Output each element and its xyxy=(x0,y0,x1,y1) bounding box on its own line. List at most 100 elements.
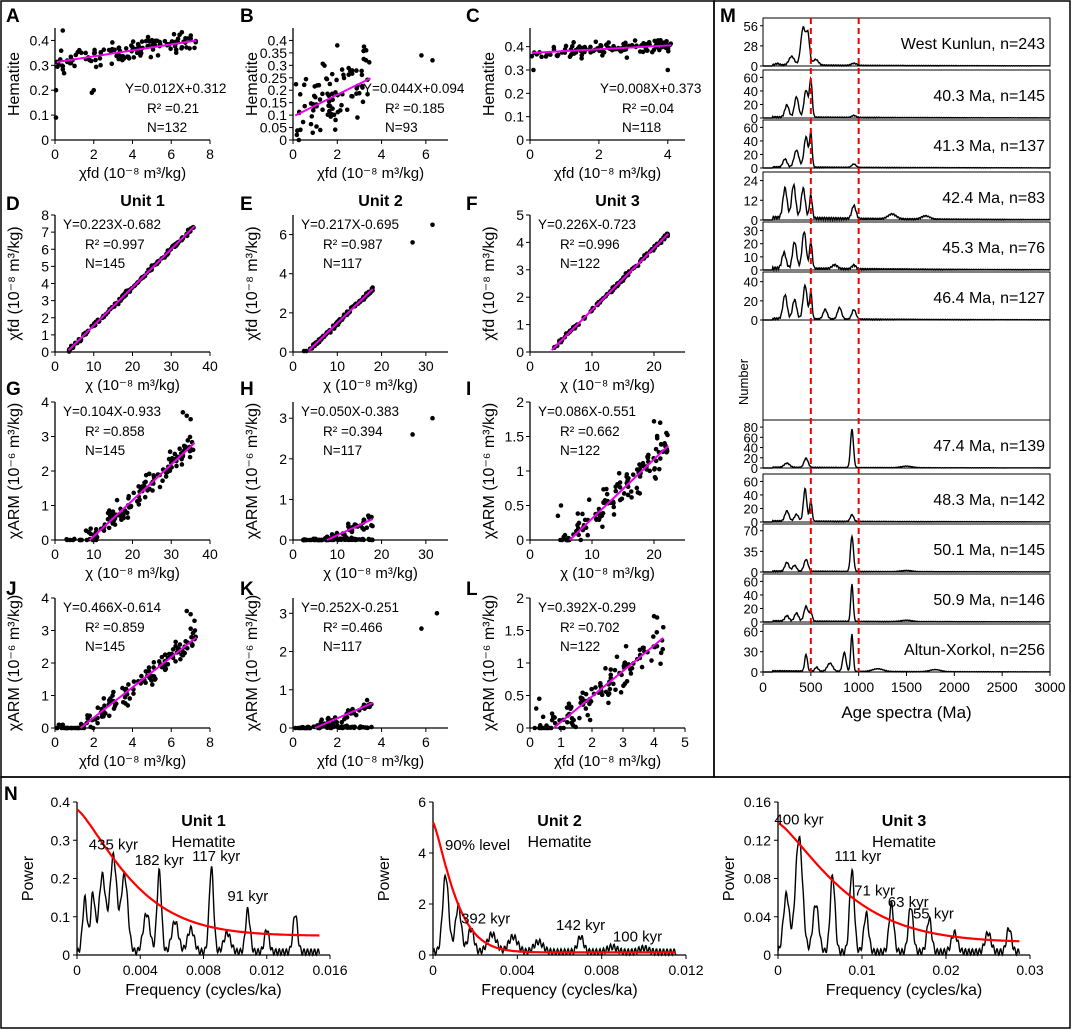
data-point xyxy=(95,720,100,726)
y-tick-label: 2 xyxy=(279,644,287,660)
data-point xyxy=(53,87,59,93)
data-point xyxy=(320,61,326,67)
y-axis-label: χARM (10⁻⁶ m³/kg) xyxy=(244,403,261,539)
data-point xyxy=(658,650,664,656)
y-axis-label-text: χARM (10⁻⁶ m³/kg) xyxy=(481,595,498,731)
period-label: 435 kyr xyxy=(89,837,138,854)
data-point xyxy=(586,497,592,503)
data-point xyxy=(296,137,302,143)
scatter-panel-G: 0 10 20 30 40 0 1 2 3 4 Gχ (10⁻⁸ m³/kg) χARM (10⁻⁶ … xyxy=(6,379,218,582)
data-point xyxy=(192,618,197,624)
x-tick-label: 4 xyxy=(129,146,137,162)
y-tick-label: 1 xyxy=(279,682,287,698)
data-point xyxy=(612,667,618,673)
data-point xyxy=(184,608,190,614)
y-tick-label: 0.4 xyxy=(268,32,288,48)
data-point xyxy=(320,107,325,112)
data-point xyxy=(327,725,333,731)
r-squared: R² =0.04 xyxy=(622,101,675,116)
period-label: 111 kyr xyxy=(834,848,881,865)
data-point xyxy=(593,39,599,45)
data-point xyxy=(331,112,337,118)
panel-frame-bottom xyxy=(0,776,1071,1029)
data-point xyxy=(66,349,72,354)
data-point xyxy=(149,678,154,683)
fit-line xyxy=(307,288,374,352)
y-tick-label: 60 xyxy=(744,430,758,445)
data-point xyxy=(58,48,64,54)
period-label: 91 kyr xyxy=(227,888,268,905)
data-point xyxy=(135,41,141,47)
y-tick-label: 0 xyxy=(516,344,524,360)
x-tick-label: 4 xyxy=(650,734,658,750)
data-point xyxy=(170,647,176,652)
x-axis-label-text: χ (10⁻⁸ m³/kg) xyxy=(85,565,180,582)
data-point xyxy=(326,103,331,109)
y-tick-label: 60 xyxy=(744,624,758,639)
spectrum-label: 46.4 Ma, n=127 xyxy=(933,290,1045,307)
sample-count: N=117 xyxy=(323,256,362,271)
x-tick-label: 0 xyxy=(429,962,437,978)
data-point xyxy=(155,53,161,58)
y-tick-label: 0.2 xyxy=(268,82,288,98)
x-axis-label: Frequency (cycles/ka) xyxy=(826,982,983,999)
y-tick-label: 0 xyxy=(751,213,758,228)
y-tick-label: 1 xyxy=(41,327,49,343)
data-point xyxy=(136,484,141,489)
power-line xyxy=(777,835,1021,957)
data-point xyxy=(583,706,589,711)
data-point xyxy=(430,415,435,421)
data-point xyxy=(625,492,631,498)
data-point xyxy=(361,517,367,523)
r-squared: R² =0.702 xyxy=(560,620,620,635)
x-tick-label: 8 xyxy=(206,734,214,750)
y-tick-label: 4 xyxy=(41,394,49,410)
data-point xyxy=(606,700,611,706)
data-point xyxy=(78,537,83,543)
y-tick-label: 60 xyxy=(744,574,758,589)
panel-letter: I xyxy=(466,379,471,400)
spectrum-label: 40.3 Ma, n=145 xyxy=(933,88,1045,105)
x-tick-label: 0 xyxy=(51,734,59,750)
y-tick-label: 60 xyxy=(744,474,758,489)
data-point xyxy=(552,715,557,720)
data-point xyxy=(151,660,157,665)
sample-count: N=122 xyxy=(560,443,600,458)
y-tick-label: 0.3 xyxy=(505,62,525,78)
data-point xyxy=(645,455,651,461)
y-tick-label: 0 xyxy=(279,132,287,148)
y-tick-label: 0 xyxy=(279,532,287,548)
y-tick-label: 60 xyxy=(744,70,758,85)
spectrum-panel: 0 35 70 50.1 Ma, n=145 xyxy=(744,523,1051,580)
y-tick-label: 3 xyxy=(41,429,49,445)
data-point xyxy=(577,715,582,721)
data-point xyxy=(149,673,155,679)
data-point xyxy=(664,430,669,436)
data-point xyxy=(311,724,317,729)
power-spectrum-N3: 0 0.01 0.02 0.03 0 0.04 0.08 0.12 0.16 Frequency … xyxy=(721,794,1044,999)
confidence-label: 90% level xyxy=(445,837,510,854)
y-axis-label: χARM (10⁻⁶ m³/kg) xyxy=(6,595,23,731)
y-tick-label: 56 xyxy=(744,19,758,34)
y-tick-label: 0.2 xyxy=(30,82,50,98)
spectrum-label: 50.1 Ma, n=145 xyxy=(933,542,1045,559)
sample-count: N=132 xyxy=(147,120,187,135)
data-point xyxy=(75,725,81,731)
x-tick-label: 20 xyxy=(646,546,662,562)
y-tick-label: 0 xyxy=(751,59,758,74)
data-point xyxy=(359,68,364,74)
y-tick-label: 0 xyxy=(41,132,49,148)
y-tick-label: 1 xyxy=(41,498,49,514)
data-point xyxy=(637,474,643,479)
data-point xyxy=(329,71,335,77)
y-tick-label: 0.4 xyxy=(51,794,71,810)
data-point xyxy=(145,38,151,43)
data-point xyxy=(619,48,624,54)
data-point xyxy=(127,696,133,701)
data-point xyxy=(342,716,347,722)
fit-line xyxy=(326,518,374,541)
data-point xyxy=(623,643,629,649)
fit-line xyxy=(294,77,371,117)
x-tick-label: 6 xyxy=(167,146,175,162)
